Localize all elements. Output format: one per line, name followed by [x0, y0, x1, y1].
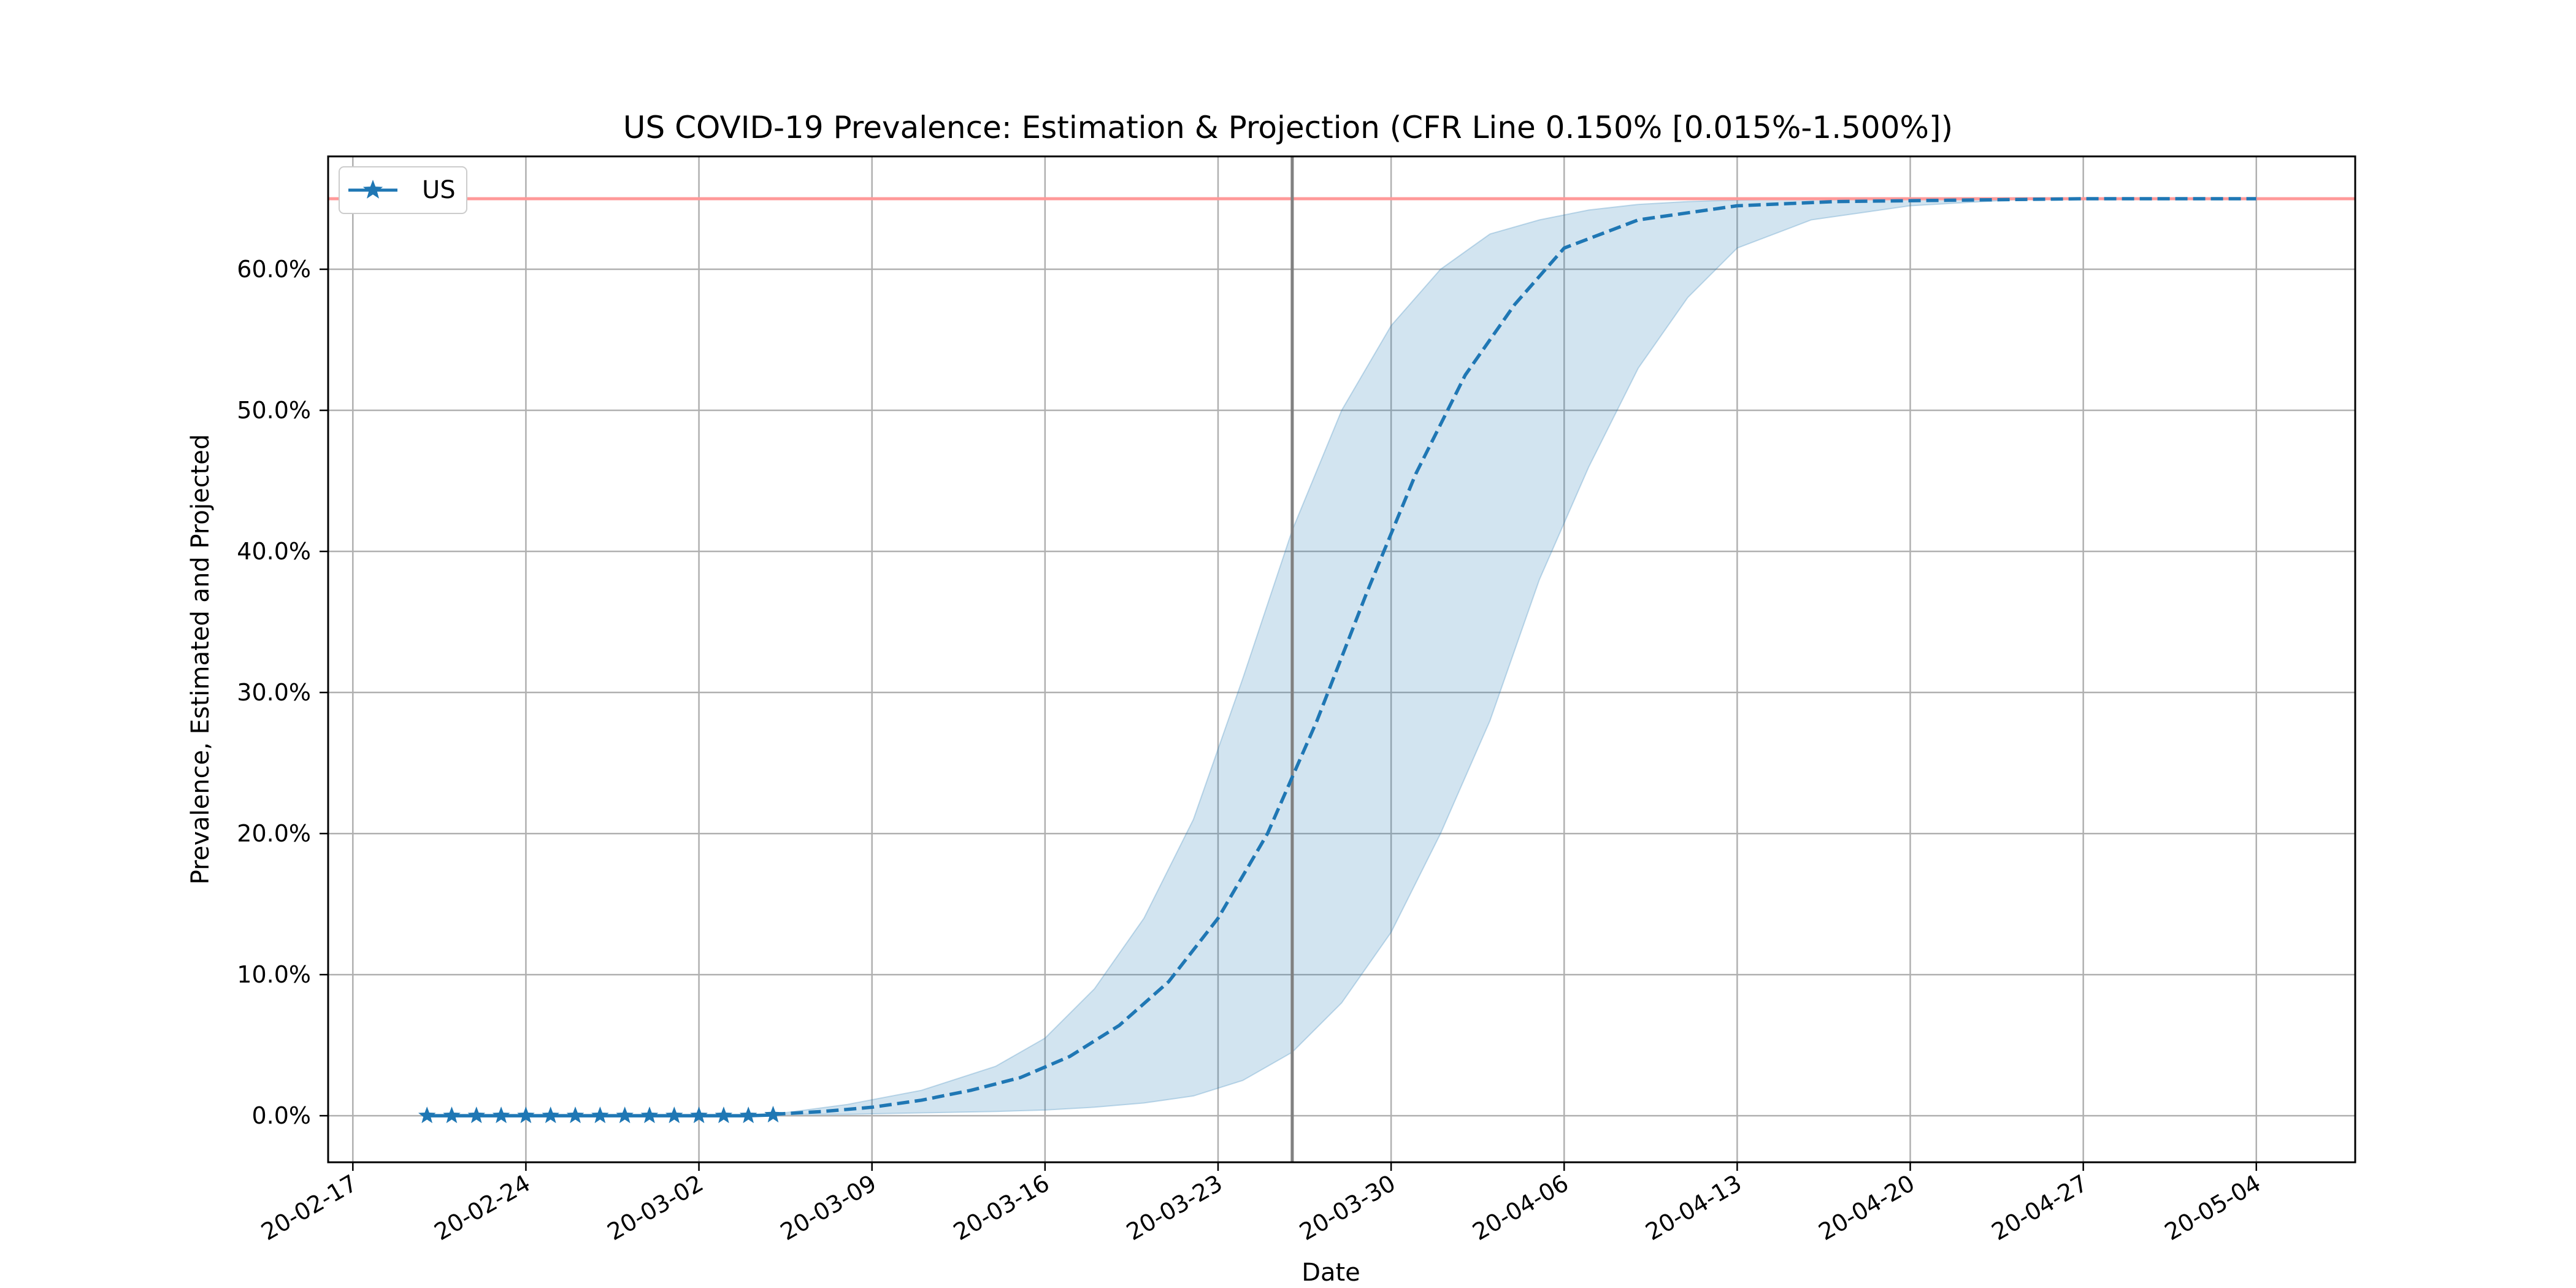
- y-tick-label: 10.0%: [237, 961, 311, 988]
- data-point-star: [616, 1106, 634, 1124]
- legend-star-marker: [362, 180, 383, 199]
- series-layer: [418, 197, 2256, 1124]
- data-point-star: [690, 1106, 708, 1124]
- y-tick-label: 60.0%: [237, 256, 311, 283]
- data-point-star: [492, 1106, 510, 1124]
- x-axis-label: Date: [1301, 1259, 1360, 1287]
- plot-frame: [327, 155, 2356, 1163]
- data-point-star: [566, 1106, 585, 1124]
- y-tick-label: 30.0%: [237, 679, 311, 706]
- data-point-star: [443, 1106, 461, 1124]
- data-point-star: [715, 1106, 733, 1124]
- confidence-band-layer: [773, 198, 2256, 1115]
- confidence-band: [773, 198, 2256, 1115]
- y-axis-label: Prevalence, Estimated and Projected: [186, 434, 215, 885]
- data-point-star: [640, 1106, 659, 1124]
- y-tick-label: 0.0%: [251, 1102, 311, 1129]
- legend: US: [339, 166, 467, 214]
- data-point-star: [665, 1106, 683, 1124]
- legend-box: [339, 166, 467, 214]
- grid: [328, 156, 2355, 1162]
- data-point-star: [467, 1106, 486, 1124]
- data-point-star: [739, 1106, 757, 1124]
- data-point-star: [418, 1106, 436, 1124]
- y-tick-label: 50.0%: [237, 397, 311, 424]
- data-point-star: [591, 1106, 609, 1124]
- legend-label-us: US: [422, 176, 456, 204]
- data-point-star: [542, 1106, 559, 1124]
- data-point-star: [517, 1106, 535, 1124]
- y-tick-label: 20.0%: [237, 820, 311, 847]
- chart-title: US COVID-19 Prevalence: Estimation & Pro…: [623, 110, 1953, 145]
- projected-line: [773, 197, 2256, 1116]
- y-tick-label: 40.0%: [237, 538, 311, 565]
